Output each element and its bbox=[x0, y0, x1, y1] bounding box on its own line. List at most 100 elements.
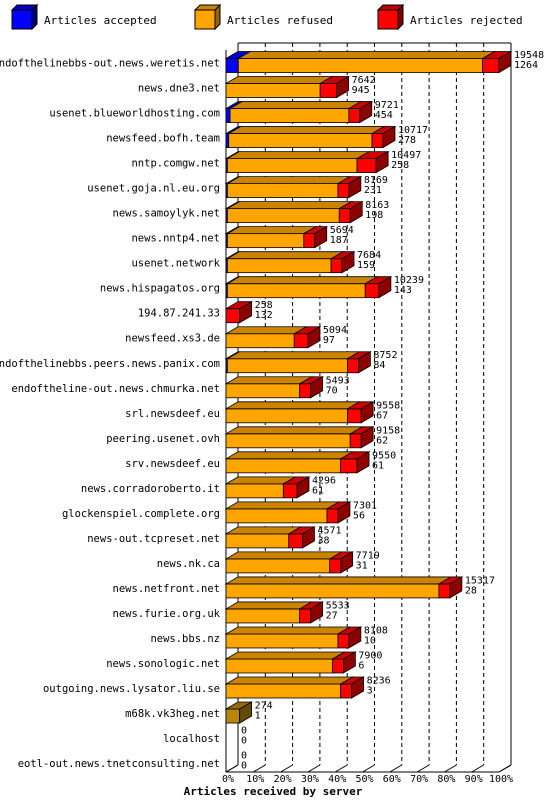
bar-segment-refused bbox=[226, 258, 332, 274]
category-label: news.sonologic.net bbox=[106, 658, 220, 670]
bar-segment-accepted bbox=[225, 108, 231, 123]
value-label-total: 258 bbox=[255, 300, 273, 311]
value-label-total: 5493 bbox=[326, 375, 350, 386]
value-label-rejected: 28 bbox=[465, 585, 477, 596]
bar-side bbox=[296, 476, 310, 499]
bar-segment-rejected bbox=[332, 658, 344, 674]
bar-segment-rejected bbox=[340, 683, 352, 699]
value-label-total: 274 bbox=[255, 701, 273, 712]
bar-top-refused bbox=[224, 551, 344, 560]
bar-segment-refused bbox=[225, 558, 331, 574]
value-label-rejected: 67 bbox=[376, 410, 388, 421]
value-label-rejected: 143 bbox=[394, 285, 412, 296]
category-label: outgoing.news.lysator.liu.se bbox=[43, 683, 220, 695]
x-tick-label: 100% bbox=[489, 774, 513, 785]
bar-top-refused bbox=[225, 151, 371, 159]
bar-row bbox=[224, 476, 311, 499]
x-tick-mark bbox=[362, 764, 375, 773]
bar-segment-refused bbox=[225, 633, 339, 649]
bar-side bbox=[341, 250, 355, 274]
bar-segment-accepted bbox=[225, 133, 230, 148]
bar-side bbox=[349, 200, 363, 224]
bar-segment-rejected bbox=[364, 283, 380, 299]
bar-side bbox=[342, 651, 356, 674]
bar-side bbox=[340, 551, 354, 574]
category-label: news.netfront.net bbox=[113, 583, 220, 595]
bar-row bbox=[224, 225, 329, 249]
bars bbox=[224, 50, 513, 724]
category-label: news.corradoroberto.it bbox=[81, 483, 220, 495]
value-label-total: 5694 bbox=[330, 225, 354, 236]
bar-segment-rejected bbox=[482, 58, 500, 73]
value-label-total: 19548 bbox=[514, 50, 544, 61]
bar-row bbox=[224, 301, 254, 324]
category-label: usenet.goja.nl.eu.org bbox=[87, 183, 220, 195]
category-label: news.nk.ca bbox=[157, 558, 220, 570]
bar-top-refused bbox=[225, 276, 379, 285]
x-tick-label: 70% bbox=[410, 774, 428, 785]
value-label-rejected: 231 bbox=[364, 185, 382, 196]
bar-top-refused bbox=[224, 501, 341, 510]
category-label: usenet.blueworldhosting.com bbox=[49, 108, 220, 120]
bar-side bbox=[348, 626, 362, 649]
bar-side bbox=[337, 501, 351, 524]
bar-side bbox=[382, 125, 396, 149]
x-tick-label: 60% bbox=[383, 774, 401, 785]
bar-top-refused bbox=[224, 626, 352, 635]
value-label-total: 10717 bbox=[398, 125, 428, 136]
bar-segment-refused bbox=[225, 683, 342, 699]
value-label-total: 7642 bbox=[352, 75, 376, 86]
bar-segment-rejected bbox=[329, 558, 342, 574]
bar-side bbox=[239, 301, 253, 324]
x-tick-label: 10% bbox=[246, 774, 264, 785]
bar-side bbox=[378, 275, 392, 299]
bar-top-refused bbox=[224, 376, 314, 385]
bar-top-refused bbox=[224, 601, 314, 610]
bar-segment-refused bbox=[226, 158, 358, 173]
value-label-rejected: 159 bbox=[357, 260, 375, 271]
category-label: srv.newsdeef.eu bbox=[125, 458, 220, 470]
bar-top-refused bbox=[224, 576, 453, 585]
category-label: news.bbs.nz bbox=[150, 633, 220, 645]
bar-top-refused bbox=[225, 176, 352, 185]
bar-segment-rejected bbox=[348, 108, 361, 123]
bar-top-refused bbox=[224, 676, 355, 685]
bar-segment-rejected bbox=[349, 433, 362, 449]
value-label-rejected: 258 bbox=[391, 160, 409, 171]
bar-segment-rejected bbox=[225, 308, 241, 324]
category-labels: endofthelinebbs-out.news.weretis.net news… bbox=[0, 58, 221, 771]
bar-row bbox=[224, 250, 356, 274]
bar-top-refused bbox=[236, 51, 497, 59]
bar-row bbox=[224, 50, 513, 74]
value-label-total: 5094 bbox=[323, 325, 347, 336]
bar-top-refused bbox=[224, 451, 355, 460]
bar-row bbox=[224, 651, 357, 674]
x-tick-mark bbox=[225, 764, 239, 773]
legend-swatch-refused bbox=[194, 9, 216, 30]
legend-swatch-refused-side bbox=[214, 3, 221, 31]
category-label: endofthelinebbs.peers.news.panix.com bbox=[0, 358, 220, 370]
x-tick-label: 50% bbox=[355, 774, 373, 785]
bar-segment-refused bbox=[225, 333, 295, 349]
bar-segment-refused bbox=[225, 583, 440, 599]
bar-segment-refused bbox=[226, 358, 348, 374]
value-label-total: 10239 bbox=[394, 275, 424, 286]
bar-segment-rejected bbox=[303, 233, 316, 249]
category-label: news.samoylyk.net bbox=[113, 208, 220, 220]
category-label: srl.newsdeef.eu bbox=[125, 408, 220, 420]
bar-row bbox=[224, 576, 464, 599]
bar-top-refused bbox=[225, 226, 318, 235]
bar-top-refused bbox=[224, 76, 334, 84]
category-label: endofthelinebbs-out.news.weretis.net bbox=[0, 58, 220, 70]
value-label-rejected: 1 bbox=[255, 711, 261, 722]
category-label: news.nntp4.net bbox=[131, 233, 220, 245]
value-label-rejected: 10 bbox=[364, 635, 376, 646]
bar-segment-refused bbox=[225, 508, 328, 524]
bar-segment-rejected bbox=[330, 258, 343, 274]
bar-row bbox=[224, 150, 390, 174]
category-label: nntp.comgw.net bbox=[131, 158, 220, 170]
legend-label-accepted: Articles accepted bbox=[44, 14, 157, 27]
bar-side bbox=[360, 426, 374, 449]
value-label-total: 7900 bbox=[358, 650, 382, 661]
bar-top-refused bbox=[225, 351, 361, 360]
